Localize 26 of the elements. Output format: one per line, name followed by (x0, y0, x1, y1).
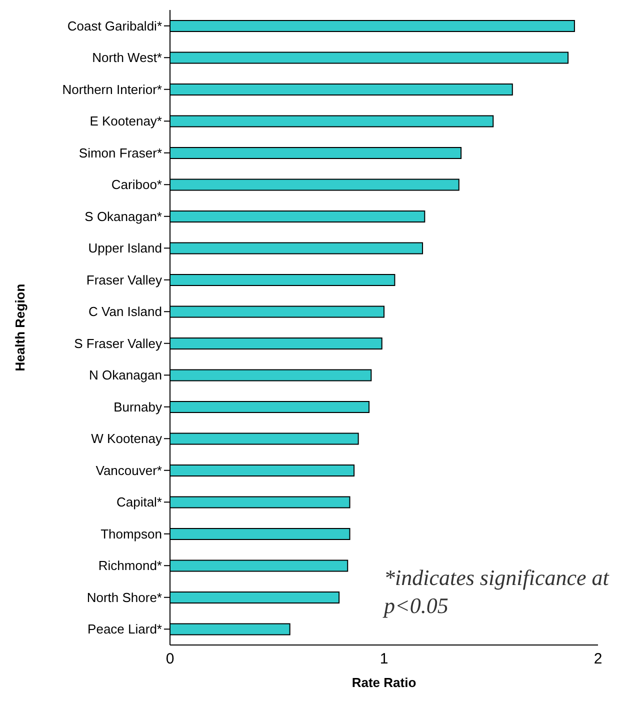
y-axis-title: Health Region (12, 284, 28, 372)
x-tick-label: 2 (594, 650, 602, 668)
y-tick-label: Thompson (100, 526, 162, 542)
y-tick-label: Capital* (116, 494, 162, 510)
y-tick-label: S Okanagan* (84, 208, 162, 224)
y-tick-label: Coast Garibaldi* (67, 18, 162, 34)
y-tick-label: N Okanagan (89, 368, 162, 383)
x-tick-label: 1 (380, 650, 388, 668)
annotation: *indicates significance at p<0.05 (384, 564, 610, 620)
y-tick-label: North West* (92, 50, 162, 66)
y-tick-label: Vancouver* (96, 462, 162, 478)
y-tick-label: Cariboo* (111, 177, 162, 192)
y-tick-label: Fraser Valley (86, 272, 162, 288)
y-tick-label: S Fraser Valley (74, 336, 162, 351)
y-tick-label: Richmond* (98, 558, 162, 574)
y-tick-label: Burnaby (114, 399, 162, 414)
y-tick-label: Peace Liard* (88, 622, 162, 637)
y-tick-label: W Kootenay (91, 431, 162, 446)
y-tick-label: Upper Island (88, 240, 162, 256)
y-tick-label: Simon Fraser* (78, 145, 162, 160)
y-tick-label: Northern Interior* (62, 82, 162, 97)
y-tick-label: C Van Island (88, 304, 162, 320)
y-tick-label: E Kootenay* (90, 114, 162, 129)
y-tick-label: North Shore* (86, 590, 162, 605)
x-axis-title: Rate Ratio (352, 675, 416, 690)
x-tick-label: 0 (166, 650, 174, 668)
